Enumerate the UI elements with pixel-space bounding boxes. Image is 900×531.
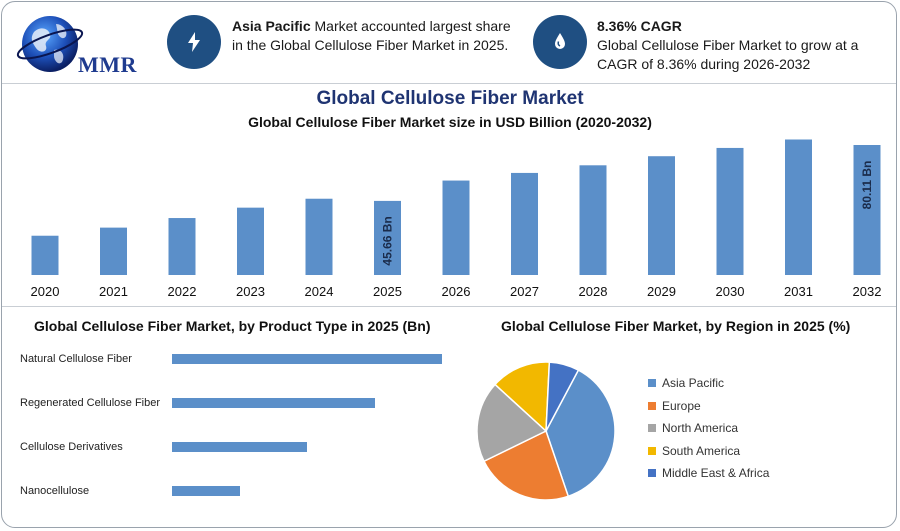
legend-item-0: Asia Pacific bbox=[648, 372, 769, 395]
x-tick-2021: 2021 bbox=[99, 284, 128, 299]
x-tick-2030: 2030 bbox=[716, 284, 745, 299]
main-chart-subtitle: Global Cellulose Fiber Market size in US… bbox=[248, 114, 652, 130]
data-label-2025: 45.66 Bn bbox=[381, 216, 395, 265]
pie-slice-0 bbox=[545, 369, 616, 498]
legend-swatch-4 bbox=[648, 469, 656, 478]
pie-slice-3 bbox=[493, 361, 551, 433]
info1-text: Market accounted largest share in the Gl… bbox=[232, 18, 511, 53]
region-pie-chart bbox=[476, 361, 616, 500]
data-label-2032: 80.11 Bn bbox=[860, 161, 874, 210]
droplet-icon bbox=[555, 33, 565, 49]
x-tick-2020: 2020 bbox=[31, 284, 60, 299]
x-tick-2023: 2023 bbox=[236, 284, 265, 299]
section-divider bbox=[2, 306, 896, 307]
product-label-1: Regenerated Cellulose Fiber bbox=[20, 397, 161, 409]
legend-item-2: North America bbox=[648, 417, 769, 440]
legend-item-1: Europe bbox=[648, 395, 769, 418]
x-tick-2025: 2025 bbox=[373, 284, 402, 299]
bar-2028 bbox=[579, 165, 607, 275]
pie-slice-2 bbox=[476, 383, 548, 463]
x-tick-2027: 2027 bbox=[510, 284, 539, 299]
lightning-badge bbox=[167, 15, 221, 69]
legend-swatch-2 bbox=[648, 424, 656, 433]
globe-icon bbox=[16, 16, 84, 72]
mmr-logo: MMR bbox=[16, 10, 144, 82]
legend-item-4: Middle East & Africa bbox=[648, 462, 769, 485]
product-bar-3 bbox=[172, 486, 240, 496]
x-tick-2028: 2028 bbox=[579, 284, 608, 299]
legend-label-1: Europe bbox=[662, 398, 701, 413]
info-cagr: 8.36% CAGR Global Cellulose Fiber Market… bbox=[597, 17, 887, 74]
bar-2024 bbox=[305, 198, 333, 275]
info1-bold: Asia Pacific bbox=[232, 18, 311, 34]
bar-2032 bbox=[853, 145, 881, 275]
bar-2030 bbox=[716, 147, 744, 275]
x-tick-2026: 2026 bbox=[442, 284, 471, 299]
legend-label-3: South America bbox=[662, 443, 741, 458]
lightning-icon bbox=[188, 32, 200, 52]
bar-2031 bbox=[785, 139, 812, 275]
legend-swatch-1 bbox=[648, 401, 656, 410]
x-tick-2029: 2029 bbox=[647, 284, 676, 299]
legend-swatch-3 bbox=[648, 446, 656, 455]
market-size-bar-chart: 2020 2021 2022 2023 2024 2025 45.66 Bn 2026 2027… bbox=[31, 139, 882, 299]
bar-2023 bbox=[237, 207, 264, 275]
product-label-3: Nanocellulose bbox=[20, 485, 90, 497]
product-bar-1 bbox=[172, 398, 375, 408]
info-asia-pacific: Asia Pacific Market accounted largest sh… bbox=[232, 17, 522, 55]
main-chart-title: Global Cellulose Fiber Market bbox=[316, 88, 584, 109]
legend-item-3: South America bbox=[648, 440, 769, 463]
logo-text: MMR bbox=[78, 52, 137, 77]
info2-bold: 8.36% CAGR bbox=[597, 18, 682, 34]
region-title: Global Cellulose Fiber Market, by Region… bbox=[501, 318, 851, 334]
region-legend: Asia Pacific Europe North America South Ame… bbox=[648, 372, 769, 485]
x-tick-2031: 2031 bbox=[784, 284, 813, 299]
product-label-2: Cellulose Derivatives bbox=[20, 441, 123, 453]
legend-label-2: North America bbox=[662, 421, 739, 436]
product-bar-0 bbox=[172, 354, 442, 364]
x-tick-2022: 2022 bbox=[168, 284, 197, 299]
legend-label-0: Asia Pacific bbox=[662, 376, 725, 391]
bar-2021 bbox=[100, 227, 127, 275]
bar-2022 bbox=[168, 218, 196, 275]
x-tick-2032: 2032 bbox=[853, 284, 882, 299]
product-type-title: Global Cellulose Fiber Market, by Produc… bbox=[34, 318, 431, 334]
legend-swatch-0 bbox=[648, 379, 656, 388]
droplet-badge bbox=[533, 15, 587, 69]
bar-2020 bbox=[31, 235, 59, 275]
bar-2029 bbox=[648, 156, 675, 275]
x-tick-2024: 2024 bbox=[305, 284, 334, 299]
product-label-0: Natural Cellulose Fiber bbox=[20, 353, 132, 365]
legend-label-4: Middle East & Africa bbox=[662, 466, 770, 481]
bar-2027 bbox=[511, 172, 538, 275]
pie-slice-4 bbox=[545, 361, 580, 432]
product-bar-2 bbox=[172, 442, 307, 452]
info2-text: Global Cellulose Fiber Market to grow at… bbox=[597, 37, 859, 72]
header-divider bbox=[2, 83, 896, 84]
pie-slice-1 bbox=[482, 429, 570, 500]
bar-2025 bbox=[374, 200, 401, 275]
bar-2026 bbox=[442, 180, 470, 275]
